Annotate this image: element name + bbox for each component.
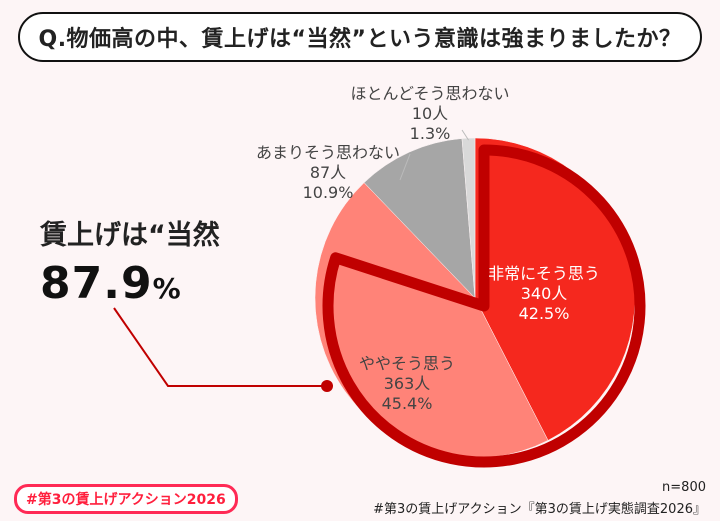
highlight-unit: % bbox=[152, 272, 182, 305]
highlight-value: 87.9% bbox=[40, 258, 182, 309]
sample-size: n=800 bbox=[662, 480, 706, 495]
slice-label-not-much: あまりそう思わない 87人 10.9% bbox=[248, 143, 408, 203]
hashtag-badge: #第3の賃上げアクション2026 bbox=[14, 484, 238, 514]
slice-label-hardly: ほとんどそう思わない 10人 1.3% bbox=[340, 84, 520, 144]
highlight-label: 賃上げは“当然 bbox=[40, 220, 220, 251]
slice-label-text: ほとんどそう思わない bbox=[350, 84, 510, 103]
slice-percent: 1.3% bbox=[409, 124, 451, 143]
slice-label-text: あまりそう思わない bbox=[255, 143, 400, 162]
slice-count: 10人 bbox=[411, 104, 449, 123]
callout-dot bbox=[321, 380, 333, 392]
slice-label-somewhat: ややそう思う 363人 45.4% bbox=[352, 354, 462, 414]
slice-label-very: 非常にそう思う 340人 42.5% bbox=[488, 264, 600, 324]
slice-count: 340人 bbox=[520, 284, 568, 303]
slice-count: 87人 bbox=[309, 163, 347, 182]
callout-line bbox=[113, 307, 326, 387]
slice-percent: 10.9% bbox=[302, 183, 354, 202]
leader-line-2 bbox=[399, 153, 411, 181]
pie-slice-3 bbox=[461, 137, 476, 299]
question-title-text: Q.物価高の中、賃上げは“当然”という意識は強まりましたか？ bbox=[38, 27, 682, 52]
slice-percent: 42.5% bbox=[518, 304, 570, 323]
slice-count: 363人 bbox=[383, 374, 431, 393]
pie-slice-2 bbox=[363, 138, 476, 299]
slice-label-text: ややそう思う bbox=[358, 354, 455, 373]
leader-line-3 bbox=[461, 129, 469, 141]
highlight-number: 87.9 bbox=[40, 258, 153, 309]
highlight-outline bbox=[322, 144, 646, 468]
slice-label-text: 非常にそう思う bbox=[488, 264, 600, 283]
question-title: Q.物価高の中、賃上げは“当然”という意識は強まりましたか？ bbox=[18, 12, 702, 62]
slice-percent: 45.4% bbox=[381, 394, 433, 413]
source-note: #第3の賃上げアクション『第3の賃上げ実態調査2026』 bbox=[373, 502, 706, 517]
